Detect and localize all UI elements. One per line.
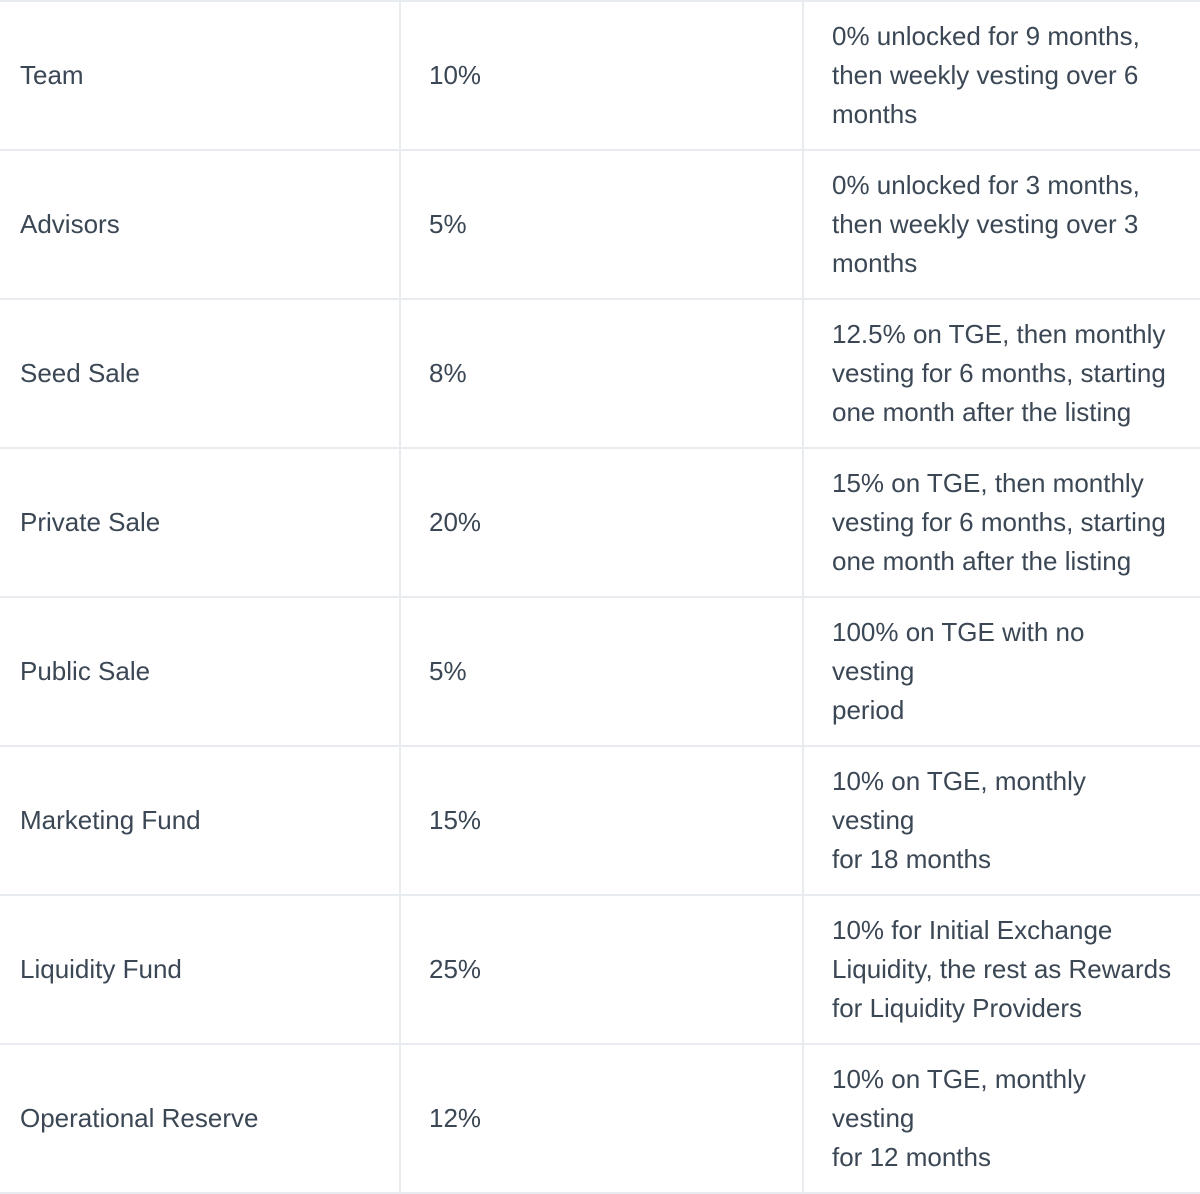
vesting-cell: 10% for Initial Exchange Liquidity, the …: [802, 894, 1200, 1045]
category-cell: Private Sale: [0, 447, 401, 598]
category-cell: Marketing Fund: [0, 745, 401, 896]
table-row: Liquidity Fund 25% 10% for Initial Excha…: [0, 894, 1200, 1045]
table-row: Marketing Fund 15% 10% on TGE, monthly v…: [0, 745, 1200, 896]
vesting-cell: 0% unlocked for 9 months, then weekly ve…: [802, 0, 1200, 151]
vesting-cell: 12.5% on TGE, then monthly vesting for 6…: [802, 298, 1200, 449]
category-cell: Team: [0, 0, 401, 151]
allocation-cell: 5%: [399, 149, 804, 300]
table-row: Operational Reserve 12% 10% on TGE, mont…: [0, 1043, 1200, 1194]
category-cell: Seed Sale: [0, 298, 401, 449]
category-cell: Liquidity Fund: [0, 894, 401, 1045]
allocation-cell: 15%: [399, 745, 804, 896]
allocation-cell: 5%: [399, 596, 804, 747]
table-row: Private Sale 20% 15% on TGE, then monthl…: [0, 447, 1200, 598]
allocation-cell: 10%: [399, 0, 804, 151]
vesting-cell: 0% unlocked for 3 months, then weekly ve…: [802, 149, 1200, 300]
allocation-cell: 12%: [399, 1043, 804, 1194]
allocation-cell: 20%: [399, 447, 804, 598]
vesting-cell: 10% on TGE, monthly vesting for 12 month…: [802, 1043, 1200, 1194]
vesting-cell: 15% on TGE, then monthly vesting for 6 m…: [802, 447, 1200, 598]
table-row: Advisors 5% 0% unlocked for 3 months, th…: [0, 149, 1200, 300]
table-row: Seed Sale 8% 12.5% on TGE, then monthly …: [0, 298, 1200, 449]
vesting-cell: 10% on TGE, monthly vesting for 18 month…: [802, 745, 1200, 896]
category-cell: Advisors: [0, 149, 401, 300]
vesting-cell: 100% on TGE with no vesting period: [802, 596, 1200, 747]
table-row: Public Sale 5% 100% on TGE with no vesti…: [0, 596, 1200, 747]
category-cell: Public Sale: [0, 596, 401, 747]
allocation-cell: 8%: [399, 298, 804, 449]
table-row: Team 10% 0% unlocked for 9 months, then …: [0, 0, 1200, 151]
allocation-cell: 25%: [399, 894, 804, 1045]
category-cell: Operational Reserve: [0, 1043, 401, 1194]
